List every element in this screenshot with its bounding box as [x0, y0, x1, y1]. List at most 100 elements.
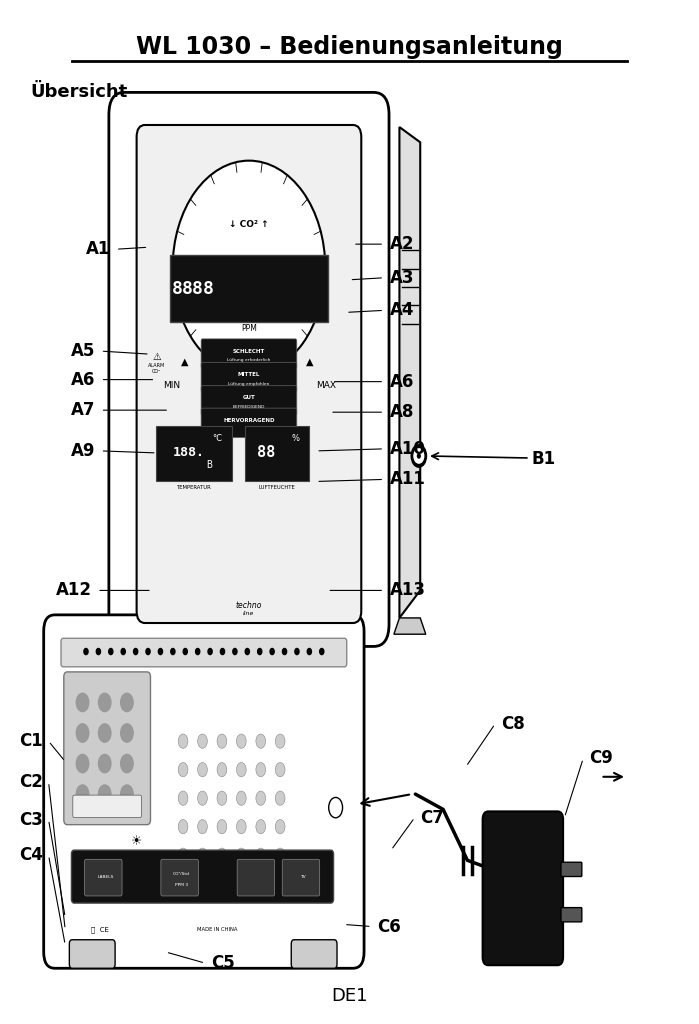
Text: Lüftung empfohlen: Lüftung empfohlen [229, 382, 270, 386]
Circle shape [217, 848, 226, 862]
Circle shape [178, 848, 188, 862]
FancyBboxPatch shape [109, 92, 389, 646]
Text: WL 1030 – Bedienungsanleitung: WL 1030 – Bedienungsanleitung [136, 35, 563, 58]
Text: B: B [206, 460, 212, 470]
Text: PPM 3: PPM 3 [175, 883, 188, 887]
Text: Ⓢ  CE: Ⓢ CE [91, 927, 109, 933]
Text: A6: A6 [390, 373, 414, 390]
Circle shape [171, 648, 175, 654]
Text: 88: 88 [257, 445, 275, 461]
FancyBboxPatch shape [201, 386, 297, 416]
Text: C3: C3 [19, 811, 43, 828]
Text: ALARM
CO²: ALARM CO² [148, 362, 166, 374]
Text: LUFTFEUCHTE: LUFTFEUCHTE [259, 485, 295, 490]
Text: C4: C4 [19, 846, 43, 864]
Text: 188.: 188. [173, 446, 205, 460]
Text: MAX: MAX [317, 381, 337, 390]
Text: ↓ CO² ↑: ↓ CO² ↑ [229, 220, 268, 229]
Circle shape [256, 848, 266, 862]
Text: BEFRIEDIGEND: BEFRIEDIGEND [233, 406, 265, 410]
Circle shape [329, 798, 343, 818]
Text: A10: A10 [390, 440, 426, 458]
Circle shape [256, 792, 266, 805]
Circle shape [275, 792, 285, 805]
Circle shape [220, 648, 224, 654]
Text: A5: A5 [71, 342, 95, 360]
Circle shape [121, 724, 133, 742]
Text: A2: A2 [390, 236, 415, 253]
Circle shape [178, 792, 188, 805]
Text: A4: A4 [390, 301, 415, 319]
Text: A7: A7 [71, 401, 95, 419]
FancyBboxPatch shape [561, 907, 582, 922]
Text: SCHLECHT: SCHLECHT [233, 348, 265, 353]
Text: ▲: ▲ [306, 356, 314, 367]
FancyBboxPatch shape [237, 859, 275, 896]
Polygon shape [394, 617, 426, 634]
Circle shape [258, 648, 262, 654]
Text: MIN: MIN [163, 381, 180, 390]
FancyBboxPatch shape [85, 859, 122, 896]
Text: 8: 8 [203, 280, 213, 298]
Text: C7: C7 [420, 809, 444, 826]
Text: A8: A8 [390, 403, 414, 421]
FancyBboxPatch shape [170, 255, 328, 322]
Circle shape [76, 693, 89, 712]
Circle shape [198, 792, 208, 805]
Circle shape [270, 648, 274, 654]
FancyBboxPatch shape [482, 811, 563, 966]
Text: techno: techno [236, 601, 262, 610]
Text: C2: C2 [19, 773, 43, 791]
Circle shape [414, 449, 424, 463]
Text: C8: C8 [500, 715, 524, 733]
Text: A13: A13 [390, 582, 426, 599]
Text: A12: A12 [55, 582, 92, 599]
Circle shape [275, 819, 285, 834]
Circle shape [99, 755, 111, 773]
Text: A9: A9 [71, 442, 95, 460]
Text: ☀: ☀ [131, 836, 142, 849]
Text: DE1: DE1 [331, 987, 368, 1005]
Text: C6: C6 [377, 918, 401, 936]
Circle shape [96, 648, 101, 654]
Text: %: % [291, 434, 299, 443]
Circle shape [159, 648, 163, 654]
Text: Lüftung erforderlich: Lüftung erforderlich [227, 358, 271, 362]
Text: A11: A11 [390, 470, 426, 488]
Circle shape [256, 763, 266, 777]
FancyBboxPatch shape [64, 672, 150, 824]
Circle shape [121, 785, 133, 803]
Text: Übersicht: Übersicht [31, 83, 128, 101]
Polygon shape [399, 127, 420, 617]
Text: CO²/Std: CO²/Std [173, 871, 190, 876]
Circle shape [99, 724, 111, 742]
FancyBboxPatch shape [61, 638, 347, 667]
Text: A3: A3 [390, 268, 415, 287]
Text: 8: 8 [172, 280, 183, 298]
Circle shape [134, 648, 138, 654]
Circle shape [295, 648, 299, 654]
Circle shape [99, 693, 111, 712]
Text: ⚠: ⚠ [152, 352, 161, 362]
Ellipse shape [173, 161, 325, 375]
Circle shape [76, 785, 89, 803]
FancyBboxPatch shape [201, 339, 297, 369]
Text: C9: C9 [589, 750, 612, 767]
FancyBboxPatch shape [73, 795, 141, 817]
FancyBboxPatch shape [282, 859, 319, 896]
Circle shape [178, 819, 188, 834]
Circle shape [121, 693, 133, 712]
FancyBboxPatch shape [561, 862, 582, 877]
Circle shape [308, 648, 312, 654]
FancyBboxPatch shape [44, 614, 364, 969]
Text: B1: B1 [531, 450, 555, 468]
Circle shape [146, 648, 150, 654]
Circle shape [217, 792, 226, 805]
Circle shape [178, 734, 188, 749]
Circle shape [236, 819, 246, 834]
Circle shape [236, 792, 246, 805]
Text: ▲: ▲ [182, 356, 189, 367]
Text: A1: A1 [86, 241, 110, 258]
Circle shape [236, 763, 246, 777]
Text: LABELS: LABELS [97, 874, 114, 879]
